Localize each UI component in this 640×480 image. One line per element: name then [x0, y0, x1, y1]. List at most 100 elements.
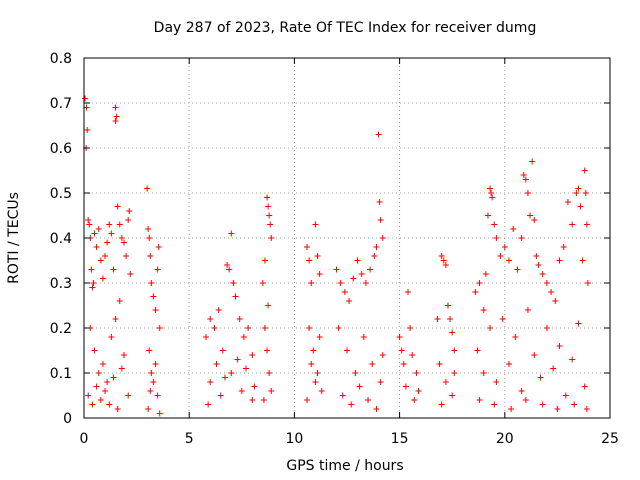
data-point — [575, 320, 582, 327]
y-tick-label: 0.7 — [50, 96, 72, 112]
data-point — [221, 374, 228, 381]
data-point — [539, 401, 546, 408]
data-point — [152, 361, 159, 367]
data-point — [91, 347, 98, 354]
y-tick-label: 0.2 — [50, 321, 72, 337]
data-point — [226, 266, 233, 273]
data-point — [126, 208, 133, 214]
data-point — [333, 266, 340, 273]
data-point — [358, 271, 365, 277]
data-point — [82, 95, 89, 102]
data-point — [147, 253, 154, 259]
data-point — [312, 379, 319, 385]
data-point — [451, 370, 458, 376]
data-point — [582, 190, 589, 196]
data-point — [125, 217, 132, 223]
data-point — [501, 244, 508, 250]
plot-frame — [83, 57, 611, 419]
data-point — [113, 113, 120, 120]
data-point — [251, 383, 258, 390]
data-point — [377, 217, 384, 223]
x-axis-label: GPS time / hours — [286, 458, 403, 474]
data-point — [147, 388, 154, 394]
data-point — [533, 253, 540, 259]
data-point — [88, 266, 95, 273]
data-point — [205, 401, 212, 408]
data-point — [512, 334, 519, 340]
data-point — [211, 325, 218, 331]
data-point — [267, 221, 274, 228]
data-point — [527, 212, 534, 219]
data-point — [97, 397, 104, 403]
data-point — [154, 392, 161, 399]
data-point — [436, 361, 443, 367]
data-point — [402, 383, 409, 390]
data-point — [438, 253, 445, 259]
data-point — [224, 262, 231, 268]
data-point — [369, 361, 376, 367]
data-point — [531, 352, 538, 358]
data-point — [337, 280, 344, 286]
data-point — [539, 271, 546, 277]
data-point — [245, 325, 252, 331]
data-point — [260, 397, 267, 403]
y-tick-label: 0 — [63, 411, 72, 427]
data-point — [550, 365, 557, 372]
data-point — [203, 334, 210, 340]
axis-ticks — [83, 57, 611, 419]
data-point — [230, 280, 237, 286]
data-point — [352, 370, 359, 376]
data-point — [114, 203, 121, 210]
data-point — [264, 347, 271, 354]
y-tick-label: 0.1 — [50, 366, 72, 382]
data-point — [118, 365, 125, 372]
data-point — [312, 221, 319, 228]
data-point — [207, 316, 214, 322]
data-point — [524, 307, 531, 313]
data-point — [493, 235, 500, 241]
data-point — [261, 257, 268, 264]
x-tick-label: 0 — [80, 431, 89, 447]
data-point — [379, 235, 386, 241]
x-tick-label: 20 — [496, 431, 514, 447]
data-point — [118, 235, 125, 241]
data-point — [268, 388, 275, 394]
data-point — [348, 401, 355, 408]
data-point — [102, 253, 109, 259]
data-point — [451, 347, 458, 354]
data-point — [266, 370, 273, 376]
data-point — [583, 221, 590, 228]
data-point — [306, 325, 313, 331]
data-point — [442, 262, 449, 268]
data-point — [367, 266, 374, 273]
data-point — [243, 365, 250, 372]
data-point — [112, 316, 119, 322]
data-point — [236, 316, 243, 322]
data-point — [148, 370, 155, 376]
data-point — [232, 293, 239, 300]
data-point — [108, 334, 115, 340]
data-points — [82, 95, 591, 417]
data-point — [531, 217, 538, 223]
data-point — [529, 158, 536, 165]
data-point — [108, 230, 115, 237]
data-point — [569, 221, 576, 228]
data-point — [552, 298, 559, 304]
data-point — [365, 397, 372, 403]
data-point — [304, 397, 311, 403]
data-point — [489, 194, 496, 201]
data-point — [379, 352, 386, 358]
data-point — [120, 239, 127, 246]
data-point — [375, 131, 382, 138]
data-point — [411, 397, 418, 403]
data-point — [93, 244, 100, 250]
data-point — [146, 347, 153, 354]
data-point — [110, 266, 117, 273]
data-point — [543, 280, 550, 286]
data-point — [112, 104, 119, 111]
data-point — [259, 280, 266, 286]
data-point — [579, 257, 586, 264]
data-point — [97, 257, 104, 264]
data-point — [575, 185, 582, 192]
data-point — [400, 361, 407, 367]
